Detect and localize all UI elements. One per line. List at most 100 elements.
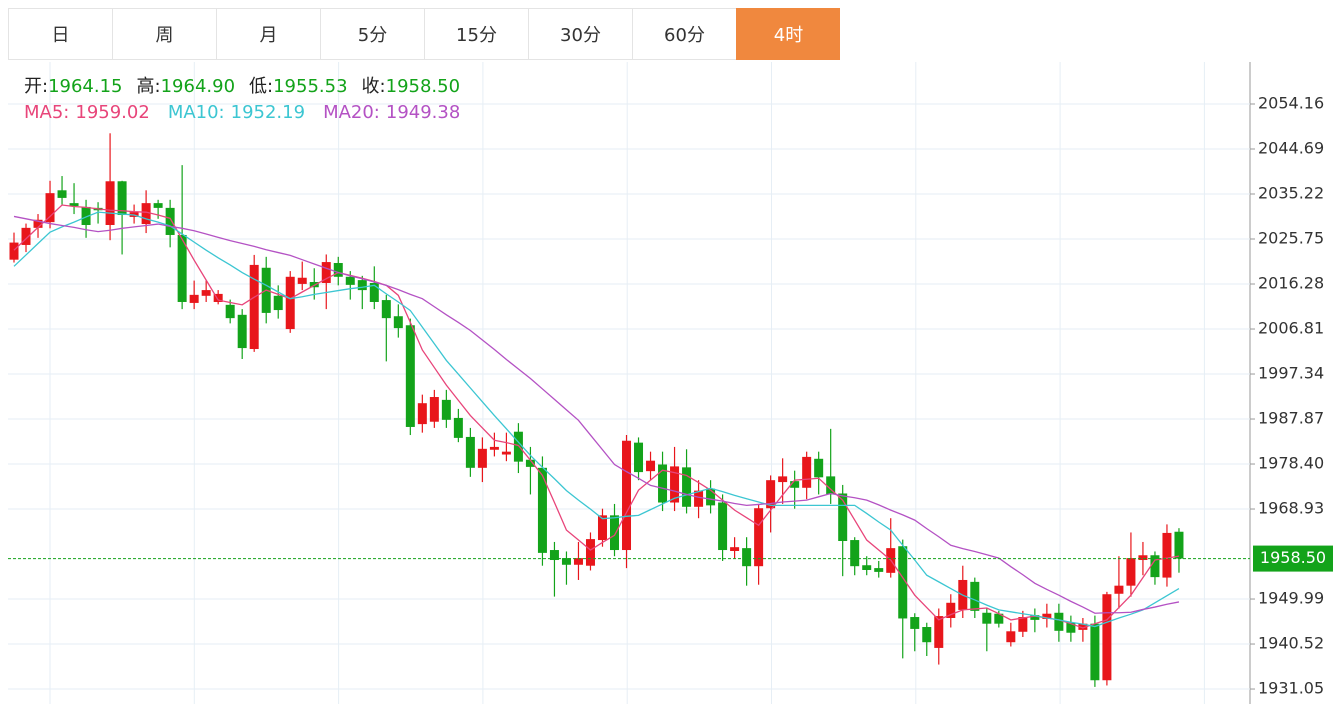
y-tick-label: 1997.34 [1258, 364, 1324, 383]
candle-body [249, 264, 259, 350]
candle-body [297, 277, 307, 284]
candle-body [489, 446, 499, 450]
candle-body [1018, 617, 1028, 632]
candle-body [1054, 612, 1064, 631]
candle-body [165, 207, 175, 235]
candle-body [345, 276, 355, 285]
timeframe-tab[interactable]: 30分 [528, 8, 632, 60]
candle-body [549, 550, 559, 561]
candle-body [429, 397, 439, 422]
candle-body [513, 431, 523, 462]
candle-body [237, 314, 247, 349]
y-tick-label: 1978.40 [1258, 454, 1324, 473]
y-tick-label: 2054.16 [1258, 94, 1324, 113]
y-tick-label: 1931.05 [1258, 679, 1324, 698]
candle-body [718, 502, 728, 551]
candle-body [1114, 585, 1124, 594]
candle-body [525, 459, 535, 467]
candle-body [357, 280, 367, 291]
ohlc-name: 高: [137, 76, 161, 97]
candle-body [634, 442, 644, 473]
ohlc-name: 开: [24, 76, 48, 97]
candle-body [1066, 622, 1076, 633]
candle-body [622, 440, 632, 551]
candle-body [573, 558, 583, 565]
candle-body [1006, 631, 1016, 643]
ohlc-name: 收: [362, 76, 386, 97]
candle-body [1030, 615, 1040, 620]
candle-body [105, 181, 115, 225]
y-tick-label: 1940.52 [1258, 634, 1324, 653]
candle-body [1162, 532, 1172, 578]
timeframe-tab[interactable]: 5分 [320, 8, 424, 60]
candle-body [862, 565, 872, 570]
candle-body [682, 467, 692, 507]
candle-body [141, 203, 151, 225]
candle-body [561, 558, 571, 565]
candle-body [1138, 555, 1148, 561]
timeframe-tab[interactable]: 15分 [424, 8, 528, 60]
candle-body [874, 568, 884, 572]
tab-bar: 日周月 5分 15分 30分 60分 4时 [8, 8, 840, 60]
candle-body [81, 206, 91, 225]
candle-body [477, 448, 487, 468]
candle-body [646, 460, 656, 472]
candle-body [201, 290, 211, 296]
y-tick-label: 1968.93 [1258, 499, 1324, 518]
ohlc-value: 1964.15 [48, 76, 122, 97]
candle-body [213, 293, 223, 302]
ohlc-name: 低: [249, 76, 273, 97]
candle-body [658, 464, 668, 503]
timeframe-tab[interactable]: 周 [112, 8, 216, 60]
candle-body [610, 515, 619, 551]
candle-body [898, 546, 908, 619]
candle-body [910, 617, 920, 629]
y-tick-label: 2025.75 [1258, 229, 1324, 248]
candle-body [1042, 613, 1052, 619]
candle-body [21, 227, 31, 245]
ma-value: 1959.02 [75, 102, 149, 123]
candle-body [33, 219, 43, 228]
ohlc-info: 开:1964.15 高:1964.90 低:1955.53 收:1958.50 [24, 76, 460, 97]
ohlc-value: 1955.53 [273, 76, 347, 97]
candle-body [802, 456, 812, 488]
candle-body [597, 515, 607, 541]
ma-name: MA20: [323, 102, 380, 123]
candle-body [9, 242, 19, 260]
timeframe-tab[interactable]: 60分 [632, 8, 736, 60]
ma-value: 1949.38 [386, 102, 460, 123]
candle-body [850, 540, 860, 567]
timeframe-tab[interactable]: 日 [8, 8, 112, 60]
candle-body [1150, 555, 1160, 578]
candle-body [405, 325, 415, 427]
candle-body [754, 508, 764, 567]
y-tick-label: 2006.81 [1258, 319, 1324, 338]
candle-body [670, 466, 680, 503]
ma-value: 1952.19 [231, 102, 305, 123]
candle-body [69, 203, 79, 206]
candle-body [826, 476, 836, 495]
ohlc-value: 1964.90 [161, 76, 235, 97]
candle-body [381, 300, 391, 319]
candle-body [838, 493, 848, 542]
y-tick-label: 1987.87 [1258, 409, 1324, 428]
candle-body [273, 295, 283, 311]
ma-line [13, 211, 1180, 628]
timeframe-tab[interactable]: 月 [216, 8, 320, 60]
ma-name: MA10: [168, 102, 225, 123]
candle-body [706, 488, 716, 506]
candle-body [369, 282, 379, 302]
timeframe-tab[interactable]: 4时 [736, 8, 840, 60]
candle-body [453, 417, 463, 438]
candle-body [994, 613, 1004, 624]
candle-body [1078, 623, 1088, 630]
candle-body [934, 616, 944, 648]
candle-body [225, 304, 235, 319]
candle-body [694, 490, 704, 507]
ma-name: MA5: [24, 102, 69, 123]
candle-body [417, 403, 427, 425]
y-tick-label: 2035.22 [1258, 184, 1324, 203]
candle-body [537, 467, 547, 553]
candle-body [1090, 623, 1100, 681]
